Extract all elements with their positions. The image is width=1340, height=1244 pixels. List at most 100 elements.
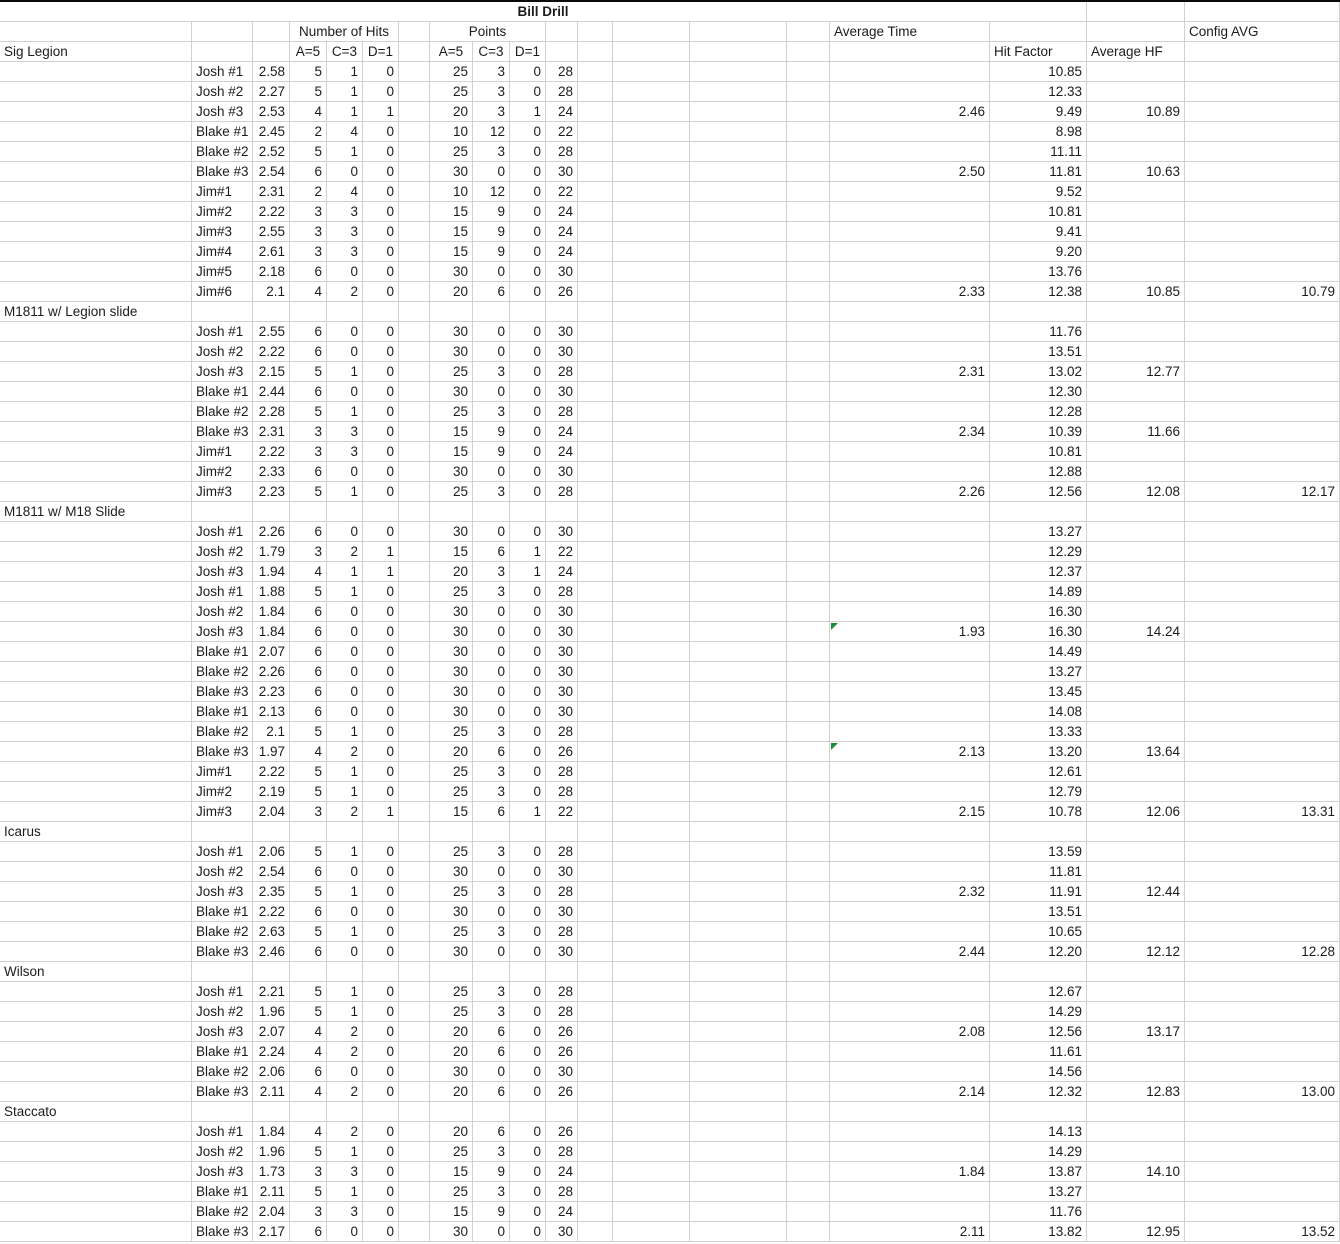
- cell-points-d[interactable]: 0: [510, 1082, 546, 1102]
- cell-avg-time[interactable]: 2.34: [830, 422, 990, 442]
- cell-hits-d[interactable]: 0: [363, 642, 399, 662]
- cell-points-d[interactable]: 0: [510, 1162, 546, 1182]
- cell-empty[interactable]: [613, 782, 690, 802]
- cell-empty[interactable]: [1185, 2, 1340, 22]
- cell-hits-c[interactable]: 1: [327, 362, 363, 382]
- cell-empty[interactable]: [613, 342, 690, 362]
- cell-points-c[interactable]: 6: [473, 1122, 510, 1142]
- cell-empty[interactable]: [578, 362, 613, 382]
- cell-empty[interactable]: [690, 342, 787, 362]
- cell-avg-time[interactable]: [830, 62, 990, 82]
- header-number-of-hits[interactable]: Number of Hits: [290, 22, 399, 42]
- cell-points-d[interactable]: 0: [510, 482, 546, 502]
- cell-empty[interactable]: [578, 502, 613, 522]
- header-points-sub[interactable]: D=1: [510, 42, 546, 62]
- cell-empty[interactable]: [578, 1042, 613, 1062]
- cell-hits-d[interactable]: 0: [363, 782, 399, 802]
- cell-hits-d[interactable]: 0: [363, 62, 399, 82]
- cell-hits-c[interactable]: 0: [327, 262, 363, 282]
- cell-empty[interactable]: [399, 522, 430, 542]
- cell-empty[interactable]: [399, 642, 430, 662]
- cell-points-c[interactable]: 3: [473, 102, 510, 122]
- cell-empty[interactable]: [578, 242, 613, 262]
- cell-avg-time[interactable]: [830, 262, 990, 282]
- cell-config-avg[interactable]: [1185, 1162, 1340, 1182]
- cell-empty[interactable]: [613, 682, 690, 702]
- cell-points-d[interactable]: 0: [510, 662, 546, 682]
- cell-empty[interactable]: [990, 22, 1087, 42]
- cell-total[interactable]: 30: [546, 682, 578, 702]
- cell-points-d[interactable]: 0: [510, 422, 546, 442]
- cell-shooter[interactable]: Jim#2: [192, 462, 253, 482]
- cell-config-avg[interactable]: [1185, 202, 1340, 222]
- cell-empty[interactable]: [787, 762, 830, 782]
- cell-empty[interactable]: [0, 662, 192, 682]
- cell-empty[interactable]: [787, 662, 830, 682]
- cell-empty[interactable]: [399, 542, 430, 562]
- cell-points-a[interactable]: 15: [430, 1162, 473, 1182]
- cell-empty[interactable]: [613, 262, 690, 282]
- cell-hits-a[interactable]: 3: [290, 802, 327, 822]
- cell-points-d[interactable]: 1: [510, 102, 546, 122]
- cell-empty[interactable]: [690, 282, 787, 302]
- cell-config-avg[interactable]: [1185, 442, 1340, 462]
- cell-empty[interactable]: [253, 1102, 290, 1122]
- cell-total[interactable]: 26: [546, 742, 578, 762]
- cell-empty[interactable]: [690, 562, 787, 582]
- cell-empty[interactable]: [399, 562, 430, 582]
- cell-time[interactable]: 2.07: [253, 1022, 290, 1042]
- cell-empty[interactable]: [690, 982, 787, 1002]
- cell-avg-hf[interactable]: [1087, 1042, 1185, 1062]
- cell-points-d[interactable]: 0: [510, 402, 546, 422]
- cell-time[interactable]: 2.22: [253, 762, 290, 782]
- cell-empty[interactable]: [578, 1102, 613, 1122]
- cell-empty[interactable]: [473, 1102, 510, 1122]
- cell-shooter[interactable]: Josh #3: [192, 1162, 253, 1182]
- cell-hits-c[interactable]: 1: [327, 482, 363, 502]
- cell-avg-time[interactable]: 2.26: [830, 482, 990, 502]
- cell-empty[interactable]: [0, 722, 192, 742]
- cell-hit-factor[interactable]: 12.32: [990, 1082, 1087, 1102]
- cell-empty[interactable]: [690, 42, 787, 62]
- cell-avg-hf[interactable]: [1087, 402, 1185, 422]
- cell-total[interactable]: 30: [546, 162, 578, 182]
- cell-hits-a[interactable]: 3: [290, 1202, 327, 1222]
- cell-empty[interactable]: [578, 382, 613, 402]
- cell-avg-hf[interactable]: [1087, 522, 1185, 542]
- cell-hit-factor[interactable]: 11.81: [990, 862, 1087, 882]
- cell-avg-hf[interactable]: [1087, 222, 1185, 242]
- cell-hits-a[interactable]: 4: [290, 1022, 327, 1042]
- cell-shooter[interactable]: Josh #1: [192, 582, 253, 602]
- cell-hits-d[interactable]: 0: [363, 1202, 399, 1222]
- cell-shooter[interactable]: Josh #2: [192, 1142, 253, 1162]
- cell-points-a[interactable]: 25: [430, 762, 473, 782]
- cell-empty[interactable]: [1087, 22, 1185, 42]
- cell-empty[interactable]: [578, 1082, 613, 1102]
- cell-hits-a[interactable]: 2: [290, 122, 327, 142]
- cell-empty[interactable]: [690, 822, 787, 842]
- cell-empty[interactable]: [0, 682, 192, 702]
- cell-empty[interactable]: [578, 402, 613, 422]
- cell-empty[interactable]: [578, 262, 613, 282]
- cell-hits-c[interactable]: 1: [327, 1142, 363, 1162]
- cell-empty[interactable]: [613, 702, 690, 722]
- cell-avg-time[interactable]: [830, 902, 990, 922]
- cell-hits-c[interactable]: 1: [327, 102, 363, 122]
- cell-empty[interactable]: [830, 302, 990, 322]
- cell-hit-factor[interactable]: 16.30: [990, 622, 1087, 642]
- cell-empty[interactable]: [399, 322, 430, 342]
- cell-empty[interactable]: [613, 922, 690, 942]
- cell-hits-d[interactable]: 0: [363, 262, 399, 282]
- cell-avg-hf[interactable]: 12.77: [1087, 362, 1185, 382]
- cell-points-a[interactable]: 20: [430, 1122, 473, 1142]
- cell-empty[interactable]: [363, 302, 399, 322]
- cell-time[interactable]: 1.84: [253, 622, 290, 642]
- cell-total[interactable]: 24: [546, 1202, 578, 1222]
- cell-total[interactable]: 30: [546, 902, 578, 922]
- cell-points-c[interactable]: 3: [473, 562, 510, 582]
- cell-hits-a[interactable]: 4: [290, 1122, 327, 1142]
- cell-empty[interactable]: [613, 182, 690, 202]
- cell-hits-d[interactable]: 0: [363, 442, 399, 462]
- cell-points-a[interactable]: 30: [430, 902, 473, 922]
- cell-empty[interactable]: [690, 502, 787, 522]
